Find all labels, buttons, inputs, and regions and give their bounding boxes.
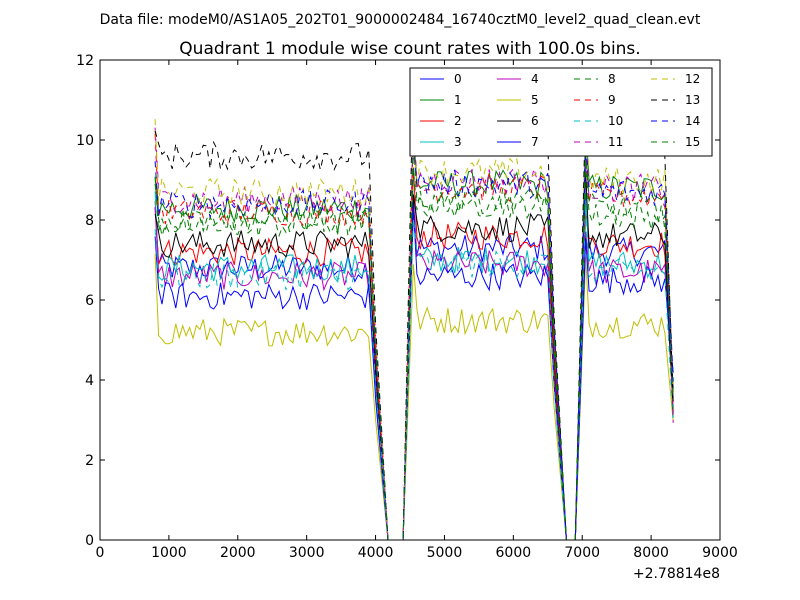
legend-label: 3 [454,135,462,149]
legend-label: 13 [685,93,700,107]
x-tick-label: 8000 [633,545,669,561]
y-tick-label: 0 [85,533,94,549]
x-tick-label: 1000 [151,545,187,561]
x-tick-label: 7000 [564,545,600,561]
legend-label: 15 [685,135,700,149]
series-line-10 [154,200,674,541]
series-line-15 [154,139,674,541]
legend-label: 9 [608,93,616,107]
legend-label: 7 [531,135,539,149]
series-line-12 [154,109,674,541]
legend-label: 2 [454,114,462,128]
series-line-5 [154,253,674,541]
series-line-6 [154,172,674,541]
series-line-0 [154,199,674,541]
x-tick-label: 0 [96,545,105,561]
legend-label: 10 [608,114,623,128]
y-tick-label: 6 [85,293,94,309]
x-tick-label: 9000 [702,545,738,561]
chart-title: Quadrant 1 module wise count rates with … [179,39,640,59]
legend-label: 0 [454,72,462,86]
legend-label: 6 [531,114,539,128]
x-offset-label: +2.78814e8 [633,566,720,582]
series-line-7 [154,206,674,541]
x-tick-label: 6000 [496,545,532,561]
legend-label: 12 [685,72,700,86]
axis-ticks: 0 1000 2000 3000 4000 5000 6000 7000 8000 9000 0 2 4… [76,53,738,561]
legend-label: 14 [685,114,700,128]
y-tick-label: 10 [76,133,94,149]
y-tick-label: 2 [85,453,94,469]
legend-label: 11 [608,135,623,149]
series-line-8 [154,162,674,541]
x-tick-label: 3000 [289,545,325,561]
legend-label: 8 [608,72,616,86]
legend-label: 1 [454,93,462,107]
legend-box [409,67,713,157]
legend-label: 5 [531,93,539,107]
x-tick-label: 4000 [358,545,394,561]
y-tick-label: 8 [85,213,94,229]
legend-label: 4 [531,72,539,86]
x-tick-label: 5000 [427,545,463,561]
y-tick-label: 12 [76,53,94,69]
plot-lines [154,66,674,541]
series-line-4 [154,205,674,541]
chart-suptitle: Data file: modeM0/AS1A05_202T01_90000024… [100,12,701,28]
x-tick-label: 2000 [220,545,256,561]
y-tick-label: 4 [85,373,94,389]
